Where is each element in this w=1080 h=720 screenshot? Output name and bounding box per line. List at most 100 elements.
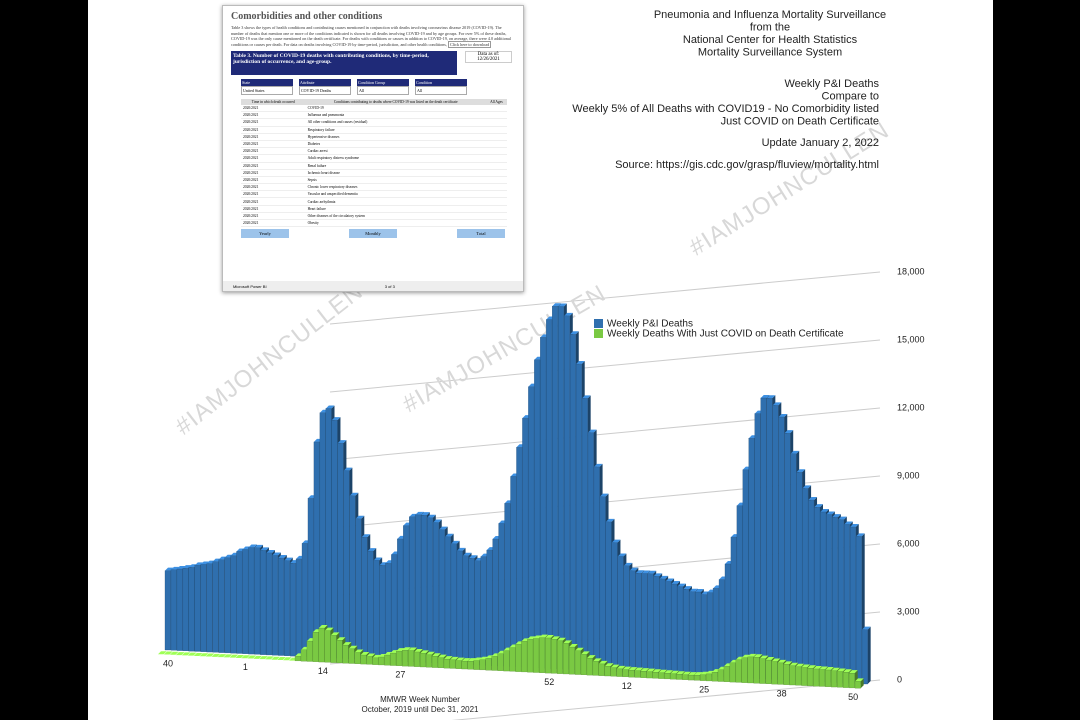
bar <box>461 660 468 670</box>
bar-top <box>175 652 185 656</box>
bar <box>295 558 302 657</box>
bar-top <box>593 463 603 467</box>
bar <box>813 668 820 687</box>
bar-top <box>367 548 377 552</box>
filter-label: Attribute <box>299 79 351 86</box>
cell: 2020/2021 <box>241 212 306 221</box>
download-button[interactable]: Click here to download <box>448 40 492 48</box>
bar <box>516 447 523 668</box>
x-axis-title: MMWR Week Number <box>380 695 460 704</box>
bar-top <box>277 657 286 661</box>
y-tick-label: 18,000 <box>897 266 925 276</box>
bar <box>444 536 451 664</box>
cell: 2020/2021 <box>241 147 306 156</box>
bar <box>628 669 635 678</box>
cell <box>485 154 507 163</box>
filter-value[interactable]: United States <box>241 86 293 95</box>
bar-top <box>616 665 626 669</box>
bar <box>569 334 576 670</box>
bar-top <box>671 581 681 585</box>
bar <box>689 591 696 676</box>
note-line: Just COVID on Death Certificate <box>721 115 879 127</box>
bar <box>843 524 850 684</box>
bar <box>354 652 361 664</box>
brand: Microsoft Power BI <box>233 283 267 289</box>
bar <box>367 550 374 661</box>
tab-button[interactable]: Total <box>457 229 505 239</box>
bar-top <box>336 637 346 641</box>
bar <box>735 659 742 683</box>
tab-button[interactable]: Monthly <box>349 229 397 239</box>
bar <box>826 514 833 683</box>
table-row: 2020/2021 Renal failure <box>241 162 507 170</box>
bar <box>790 453 797 681</box>
bar <box>492 538 499 667</box>
cell: 2020/2021 <box>241 118 306 127</box>
bar <box>699 674 706 681</box>
bar <box>784 433 791 681</box>
bar <box>611 542 618 672</box>
bar <box>539 637 546 673</box>
bar-top <box>604 663 614 667</box>
grid-line <box>329 271 881 325</box>
x-tick-label: 1 <box>243 662 248 672</box>
cell <box>485 105 507 113</box>
bar-top <box>587 429 597 433</box>
bar-top <box>283 657 292 661</box>
bar <box>705 673 712 682</box>
bar <box>831 670 837 688</box>
bar <box>319 412 326 658</box>
bar-top <box>582 395 591 399</box>
bar-top <box>372 654 382 658</box>
table-row: 2020/2021 Obesity <box>241 219 507 228</box>
bar <box>425 654 432 668</box>
bar <box>562 643 569 675</box>
bar <box>384 654 391 666</box>
filter-value[interactable]: All <box>415 86 467 95</box>
bar <box>592 661 599 676</box>
bar <box>432 522 439 664</box>
bar-top <box>533 635 542 639</box>
bars <box>158 303 871 689</box>
bar <box>581 398 588 671</box>
bar-top <box>844 521 853 525</box>
bar <box>855 536 862 684</box>
bar <box>224 557 231 654</box>
filter-value[interactable]: COVID-19 Deaths <box>299 86 351 95</box>
bar <box>652 672 659 679</box>
bar <box>646 671 653 679</box>
bar <box>521 641 528 673</box>
bar <box>836 671 843 688</box>
bar-top <box>415 511 424 515</box>
bar <box>551 639 557 674</box>
pager[interactable]: 3 of 3 <box>384 283 395 289</box>
bar-top <box>360 652 370 656</box>
bar <box>795 666 802 686</box>
tab-button[interactable]: Yearly <box>241 229 289 239</box>
cell <box>485 126 507 134</box>
cell <box>485 219 507 228</box>
bar <box>842 672 849 688</box>
table-row: 2020/2021 All other conditions and causes… <box>241 118 507 127</box>
bar <box>563 315 570 670</box>
col-header: All Ages <box>485 99 507 105</box>
cell: Hypertensive diseases <box>305 133 486 141</box>
bar-top <box>647 570 657 574</box>
bar-top <box>790 450 800 454</box>
filter-value[interactable]: All <box>357 86 409 95</box>
bar <box>176 568 183 651</box>
bar <box>754 413 761 679</box>
bar <box>695 591 702 677</box>
table-row: 2020/2021 Heart failure <box>241 205 507 213</box>
bar <box>616 668 623 677</box>
cell: 2020/2021 <box>241 154 306 163</box>
bar-top <box>570 331 579 335</box>
x-tick-label: 14 <box>318 666 328 676</box>
bar-top <box>278 555 287 559</box>
bar <box>622 669 629 678</box>
bar-top <box>855 678 864 682</box>
bar-top <box>635 570 645 574</box>
bar-top <box>765 657 775 661</box>
bar <box>723 666 730 682</box>
